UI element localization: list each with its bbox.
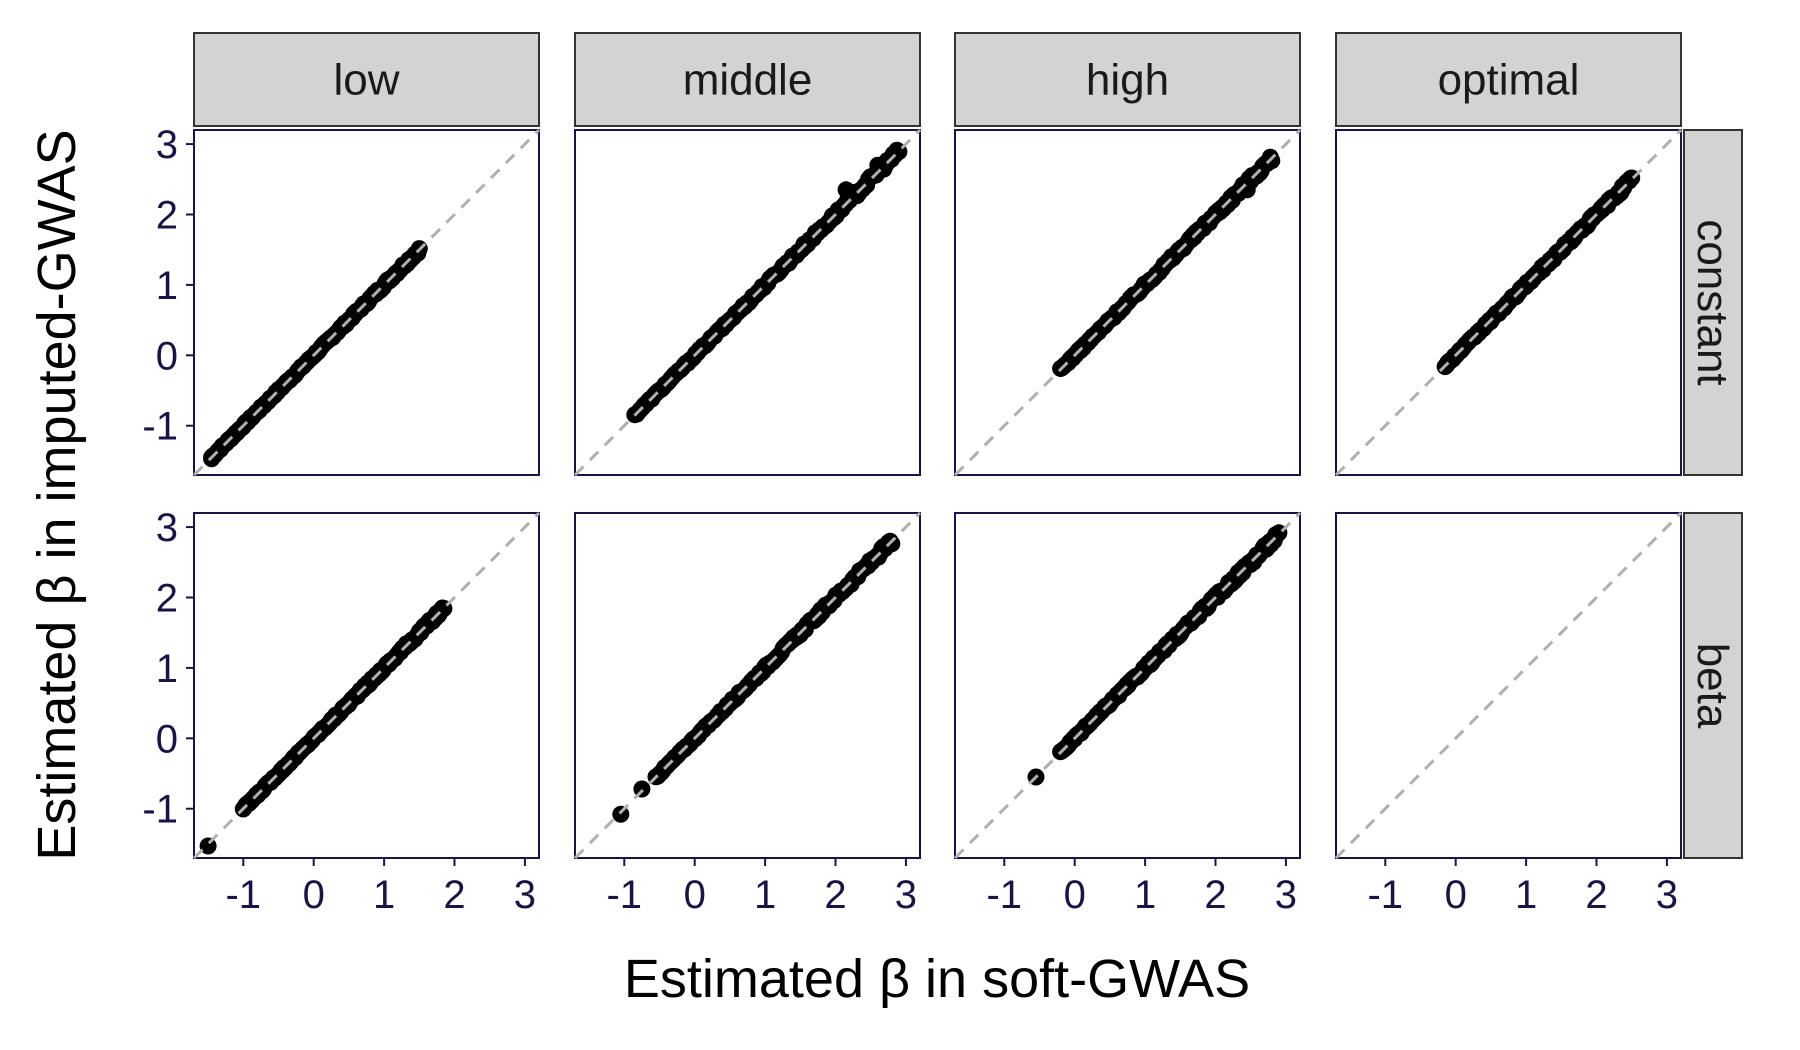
column-strip xyxy=(954,32,1301,127)
x-axis-title: Estimated β in soft-GWAS xyxy=(624,949,1250,1009)
row-strip-label: beta xyxy=(1688,643,1737,729)
facet-panel xyxy=(953,128,1302,477)
x-tick-label: -1 xyxy=(986,873,1022,917)
x-tick-label: 3 xyxy=(1656,873,1678,917)
facet-panel: -1 0 1 2 3 xyxy=(142,123,541,477)
x-tick-label: 1 xyxy=(1134,873,1156,917)
x-tick-label: 2 xyxy=(1204,873,1226,917)
x-tick-label: -1 xyxy=(1367,873,1403,917)
y-tick-label: 3 xyxy=(156,506,178,550)
x-tick-label: 3 xyxy=(1275,873,1297,917)
y-tick-label: 0 xyxy=(156,717,178,761)
column-strip-label: high xyxy=(1086,56,1169,105)
x-tick-label: 2 xyxy=(443,873,465,917)
x-tick-label: 1 xyxy=(373,873,395,917)
x-tick-label: 2 xyxy=(1585,873,1607,917)
x-tick-label: 3 xyxy=(514,873,536,917)
y-tick-label: 1 xyxy=(156,647,178,691)
x-tick-label: 1 xyxy=(1515,873,1537,917)
facet-panel xyxy=(1334,128,1683,477)
reference-line xyxy=(1334,128,1683,477)
y-axis-title: Estimated β in imputed-GWAS xyxy=(27,129,87,860)
data-point xyxy=(869,156,887,174)
facet-panel: -1 0 1 2 3 xyxy=(953,511,1302,917)
facet-panel xyxy=(573,128,922,477)
y-tick-label: -1 xyxy=(142,405,178,449)
column-strip xyxy=(193,32,540,127)
x-tick-label: -1 xyxy=(606,873,642,917)
data-point xyxy=(883,535,901,553)
y-tick-label: 2 xyxy=(156,576,178,620)
x-tick-label: 0 xyxy=(1064,873,1086,917)
x-tick-label: 2 xyxy=(824,873,846,917)
facet-panel: -1 0 1 2 3 xyxy=(1334,511,1683,917)
panels-layer: low middle high optimalconstantbeta-10123-1… xyxy=(142,32,1743,917)
x-tick-label: 0 xyxy=(1445,873,1467,917)
x-tick-label: 3 xyxy=(895,873,917,917)
y-tick-label: -1 xyxy=(142,788,178,832)
column-strip-label: middle xyxy=(683,56,813,105)
facet-panel: -1 0 1 2 3 -1 0 1 2 3 xyxy=(142,506,541,917)
y-tick-label: 1 xyxy=(156,264,178,308)
reference-line xyxy=(953,511,1302,860)
facet-panel: -1 0 1 2 3 xyxy=(573,511,922,917)
column-strip xyxy=(1335,32,1682,127)
x-tick-label: 0 xyxy=(684,873,706,917)
column-strip-label: low xyxy=(333,56,399,105)
y-tick-label: 0 xyxy=(156,334,178,378)
reference-line xyxy=(953,128,1302,477)
reference-line xyxy=(192,511,541,860)
row-strip-label: constant xyxy=(1688,219,1737,385)
data-point xyxy=(1263,152,1281,170)
row-strip xyxy=(1683,129,1743,476)
data-point xyxy=(837,181,855,199)
row-strip xyxy=(1683,512,1743,859)
column-strip xyxy=(574,32,921,127)
y-tick-label: 3 xyxy=(156,123,178,167)
reference-line xyxy=(573,511,922,860)
x-tick-label: 1 xyxy=(754,873,776,917)
column-strip-label: optimal xyxy=(1438,56,1580,105)
reference-line xyxy=(192,128,541,477)
y-tick-label: 2 xyxy=(156,193,178,237)
reference-line xyxy=(1334,511,1683,860)
x-tick-label: -1 xyxy=(225,873,261,917)
reference-line xyxy=(573,128,922,477)
x-tick-label: 0 xyxy=(303,873,325,917)
